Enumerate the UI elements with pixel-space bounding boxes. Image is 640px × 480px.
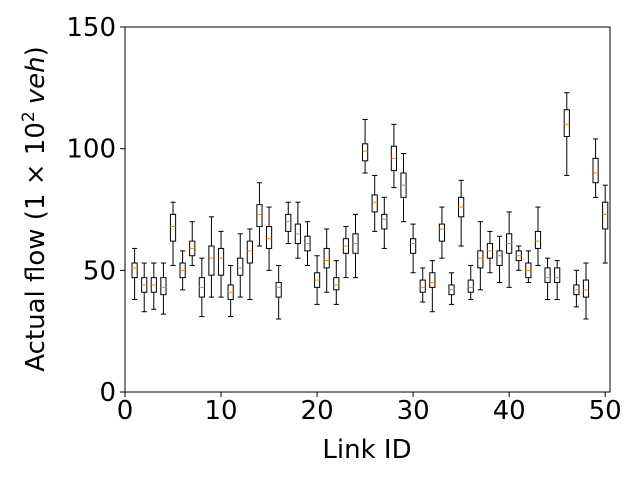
box [582, 279, 590, 298]
box [477, 250, 484, 269]
box [592, 157, 599, 184]
y-label-prefix: Actual flow (1 × 10 [21, 122, 51, 372]
box [333, 277, 340, 291]
x-axis-label: Link ID [322, 435, 411, 465]
x-tick-label: 50 [589, 396, 622, 426]
box [169, 213, 177, 242]
box [275, 282, 282, 298]
box [361, 143, 369, 162]
y-tick-label: 0 [99, 378, 116, 408]
box [563, 109, 570, 137]
box [554, 267, 561, 283]
x-tick-label: 10 [204, 396, 237, 426]
plot-frame [124, 26, 611, 393]
box [246, 240, 253, 264]
x-tick-label: 0 [117, 396, 134, 426]
box [265, 226, 273, 249]
box [237, 257, 244, 276]
y-label-unit: veh [21, 56, 51, 104]
y-tick-label: 100 [66, 135, 116, 165]
box [381, 213, 388, 230]
x-tick-label: 20 [301, 396, 334, 426]
y-label-exponent: 2 [19, 111, 39, 122]
y-label-suffix: ) [21, 46, 51, 56]
y-tick-label: 50 [83, 256, 116, 286]
y-axis-label: Actual flow (1 × 102 veh) [19, 46, 51, 371]
box [160, 277, 167, 296]
box [256, 204, 263, 228]
box [217, 247, 225, 276]
box [208, 245, 215, 276]
y-tick-label: 150 [66, 13, 116, 43]
box [534, 230, 542, 249]
box [429, 272, 436, 288]
box [544, 267, 551, 283]
x-tick-label: 30 [397, 396, 430, 426]
box [371, 194, 378, 213]
box [285, 213, 292, 232]
box [419, 279, 426, 293]
box [496, 250, 503, 266]
box [410, 238, 417, 254]
box [323, 247, 330, 269]
box [131, 262, 138, 279]
x-tick-label: 40 [493, 396, 526, 426]
box [438, 223, 446, 242]
box [467, 279, 474, 293]
box [602, 201, 609, 230]
